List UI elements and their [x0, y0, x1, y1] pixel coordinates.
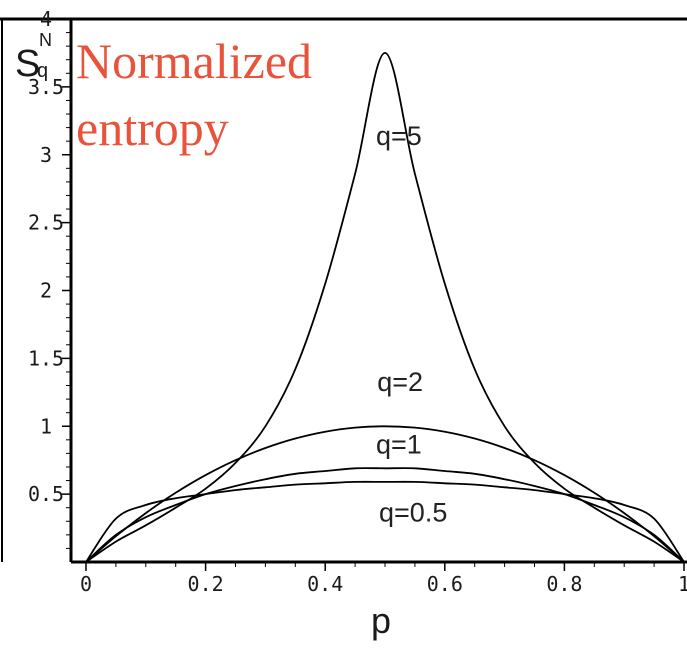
y-tick-label: 3 [40, 143, 52, 167]
y-tick-label: 4 [40, 7, 52, 31]
series-line [85, 425, 685, 563]
x-tick-label: 0.4 [307, 572, 343, 596]
series-label: q=1 [376, 429, 422, 459]
chart-title-line-1: Normalized [76, 33, 312, 89]
chart-title-line-2: entropy [76, 100, 229, 156]
series-label: q=5 [376, 121, 422, 151]
y-axis-label-sup: N [39, 30, 52, 50]
tick-labels: 0 0.2 0.4 0.6 0.8 1 0.5 1 1.5 2 2.5 3 3.5 4 [28, 7, 687, 596]
x-tick-label: 0 [80, 572, 92, 596]
y-tick-label: 1.5 [28, 346, 64, 370]
x-tick-label: 1 [678, 572, 687, 596]
x-tick-label: 0.8 [546, 572, 582, 596]
x-axis-label: p [371, 600, 391, 641]
series-line [85, 467, 685, 563]
x-tick-label: 0.2 [188, 572, 224, 596]
curve-labels: q=5 q=2 q=1 q=0.5 [376, 121, 447, 527]
y-tick-label: 0.5 [28, 482, 64, 506]
y-axis-label-sub: q [37, 60, 48, 82]
series-line [85, 480, 685, 563]
series-label: q=2 [377, 367, 423, 397]
curves [85, 51, 685, 563]
y-tick-label: 3.5 [28, 75, 64, 99]
series-label: q=0.5 [379, 497, 447, 527]
y-tick-label: 2.5 [28, 211, 64, 235]
y-axis-label: S N q [15, 13, 63, 85]
ticks [62, 18, 685, 571]
y-tick-label: 1 [40, 414, 52, 438]
x-tick-label: 0.6 [427, 572, 463, 596]
y-tick-label: 2 [40, 279, 52, 303]
y-axis-label-main: S [15, 43, 40, 85]
